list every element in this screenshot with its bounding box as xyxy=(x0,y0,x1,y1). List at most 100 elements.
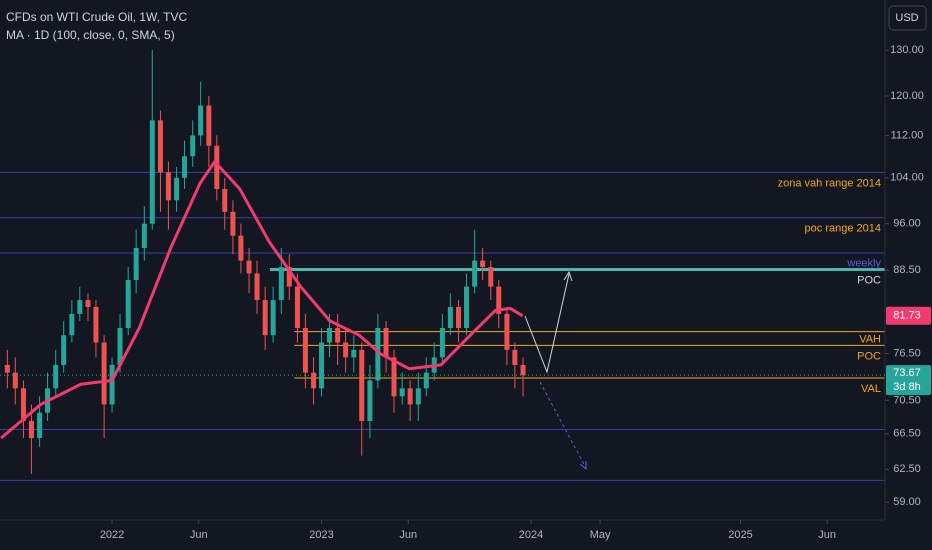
candle-body xyxy=(423,372,429,389)
candle-body xyxy=(480,260,486,267)
level-label: poc range 2014 xyxy=(805,223,881,235)
x-tick-label: 2022 xyxy=(100,529,124,541)
candle-body xyxy=(456,306,462,328)
candle-body xyxy=(37,412,43,439)
candle-body xyxy=(270,300,276,336)
candle-body xyxy=(93,306,99,343)
y-tick-label: 66.50 xyxy=(893,428,921,440)
y-tick-label: 120.00 xyxy=(890,90,924,102)
y-tick-label: 104.00 xyxy=(890,172,924,184)
candle-body xyxy=(488,266,494,287)
candle-body xyxy=(12,372,18,389)
candle-body xyxy=(262,300,268,336)
candle-body xyxy=(85,300,91,307)
indicator-label: MA · 1D (100, close, 0, SMA, 5) xyxy=(6,28,175,42)
y-tick-label: 96.00 xyxy=(893,218,921,230)
countdown-label: 3d 8h xyxy=(893,381,921,393)
x-tick-label: May xyxy=(590,529,611,541)
candle-body xyxy=(109,364,115,405)
level-label: weekly xyxy=(846,257,881,269)
ma-price-label: 81.73 xyxy=(893,310,921,322)
candle-body xyxy=(198,105,204,136)
candle-body xyxy=(407,388,413,405)
candle-body xyxy=(4,364,10,373)
candle-body xyxy=(28,421,34,439)
candle-body xyxy=(254,273,260,301)
x-tick-label: 2025 xyxy=(728,529,752,541)
candle-body xyxy=(375,327,381,381)
levels: zona vah range 2014 poc range 2014 weekly P… xyxy=(0,171,885,481)
projection-arrow-up xyxy=(524,273,570,374)
candle-body xyxy=(222,188,228,212)
candle-body xyxy=(190,135,196,157)
candle-body xyxy=(133,248,139,280)
arrow-head xyxy=(579,461,587,471)
x-tick-label: Jun xyxy=(818,529,836,541)
candle-body xyxy=(343,342,349,358)
y-tick-label: 59.00 xyxy=(893,496,921,508)
candle-body xyxy=(20,388,26,422)
candle-body xyxy=(512,349,518,365)
candle-body xyxy=(399,388,405,397)
x-tick-label: Jun xyxy=(190,529,208,541)
x-tick-label: 2023 xyxy=(309,529,333,541)
ma-price-box xyxy=(886,306,931,325)
candle-body xyxy=(278,266,284,301)
level-label: POC xyxy=(857,274,881,286)
candle-body xyxy=(230,211,236,236)
candle-body xyxy=(286,266,292,287)
candle-body xyxy=(326,327,332,343)
level-label: POC xyxy=(857,350,881,362)
candle-body xyxy=(206,105,212,146)
candle-body xyxy=(141,223,147,249)
y-tick-label: 88.50 xyxy=(893,264,921,276)
moving-average xyxy=(0,160,524,440)
candle-body xyxy=(472,260,478,287)
candle-body xyxy=(174,177,180,201)
candle-body xyxy=(463,286,469,328)
candles xyxy=(0,50,526,474)
y-tick-label: 112.00 xyxy=(891,129,924,141)
candle-body xyxy=(246,260,252,274)
candle-body xyxy=(359,349,365,422)
y-tick-label: 130.00 xyxy=(890,44,924,56)
candle-body xyxy=(117,327,123,365)
candle-body xyxy=(447,306,453,328)
currency-label[interactable]: USD xyxy=(895,12,918,24)
candle-body xyxy=(182,156,188,178)
current-price-box xyxy=(886,365,931,396)
candle-body xyxy=(415,388,421,405)
y-tick-label: 62.50 xyxy=(893,463,921,475)
level-label: VAL xyxy=(861,383,881,395)
candle-body xyxy=(238,235,244,261)
candle-body xyxy=(77,300,83,314)
candle-body xyxy=(294,286,300,328)
candle-body xyxy=(53,364,59,389)
x-tick-label: 2024 xyxy=(519,529,543,541)
candle-body xyxy=(319,342,325,389)
candle-body xyxy=(335,327,341,343)
candle-body xyxy=(391,357,397,397)
candle-body xyxy=(157,120,163,173)
candle-body xyxy=(69,313,75,336)
candle-body xyxy=(302,327,308,373)
arrow-head xyxy=(563,270,573,282)
candle-body xyxy=(496,286,502,314)
candle-body xyxy=(165,172,171,201)
current-price-label: 73.67 xyxy=(893,367,921,379)
level-label: zona vah range 2014 xyxy=(778,177,881,189)
candle-body xyxy=(125,279,131,328)
y-tick-label: 76.50 xyxy=(893,348,921,360)
candle-body xyxy=(101,342,107,405)
candle-body xyxy=(149,120,155,224)
candle-body xyxy=(520,364,526,376)
candle-body xyxy=(383,327,389,358)
chart-title: CFDs on WTI Crude Oil, 1W, TVC xyxy=(6,10,187,24)
candle-body xyxy=(351,349,357,358)
candle-body xyxy=(439,327,445,358)
candle-body xyxy=(311,372,317,389)
currency-button[interactable] xyxy=(888,5,927,31)
candle-body xyxy=(61,335,67,365)
x-tick-label: Jun xyxy=(399,529,417,541)
